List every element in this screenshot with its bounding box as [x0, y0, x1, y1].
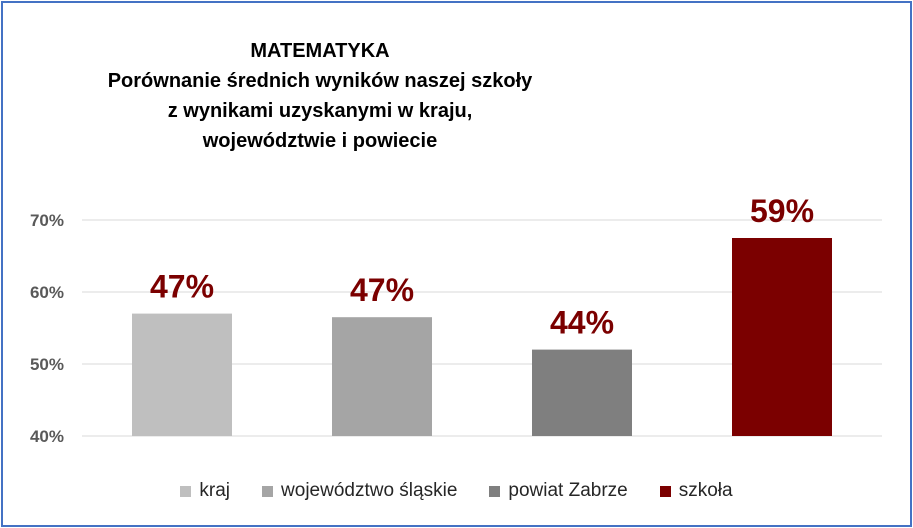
chart-title: MATEMATYKA Porównanie średnich wyników n…: [40, 36, 600, 156]
legend-label: powiat Zabrze: [508, 480, 628, 501]
legend-item-powiat: powiat Zabrze: [489, 480, 628, 502]
y-tick-label: 40%: [30, 427, 64, 446]
y-tick-label: 50%: [30, 355, 64, 374]
legend-swatch: [262, 485, 274, 497]
title-line-2: Porównanie średnich wyników naszej szkoł…: [107, 70, 533, 92]
data-label: 47%: [150, 269, 214, 305]
legend-item-szkola: szkoła: [659, 480, 733, 502]
legend-swatch: [180, 485, 192, 497]
legend: kraj województwo śląskie powiat Zabrze s…: [0, 480, 913, 502]
bar: [532, 349, 632, 436]
data-label: 59%: [750, 193, 814, 229]
bar: [732, 238, 832, 436]
bar: [132, 313, 232, 436]
data-label: 44%: [550, 305, 614, 341]
bar: [332, 317, 432, 436]
legend-label: województwo śląskie: [281, 480, 458, 501]
title-line-4: województwie i powiecie: [202, 130, 438, 152]
legend-swatch: [489, 485, 501, 497]
legend-label: kraj: [199, 480, 231, 501]
legend-item-wojewodztwo: województwo śląskie: [262, 480, 457, 502]
y-tick-label: 70%: [30, 211, 64, 230]
data-label: 47%: [350, 272, 414, 308]
legend-item-kraj: kraj: [180, 480, 230, 502]
title-line-1: MATEMATYKA: [250, 40, 390, 62]
y-tick-label: 60%: [30, 283, 64, 302]
legend-label: szkoła: [678, 480, 733, 501]
legend-swatch: [659, 485, 671, 497]
title-line-3: z wynikami uzyskanymi w kraju,: [167, 100, 473, 122]
